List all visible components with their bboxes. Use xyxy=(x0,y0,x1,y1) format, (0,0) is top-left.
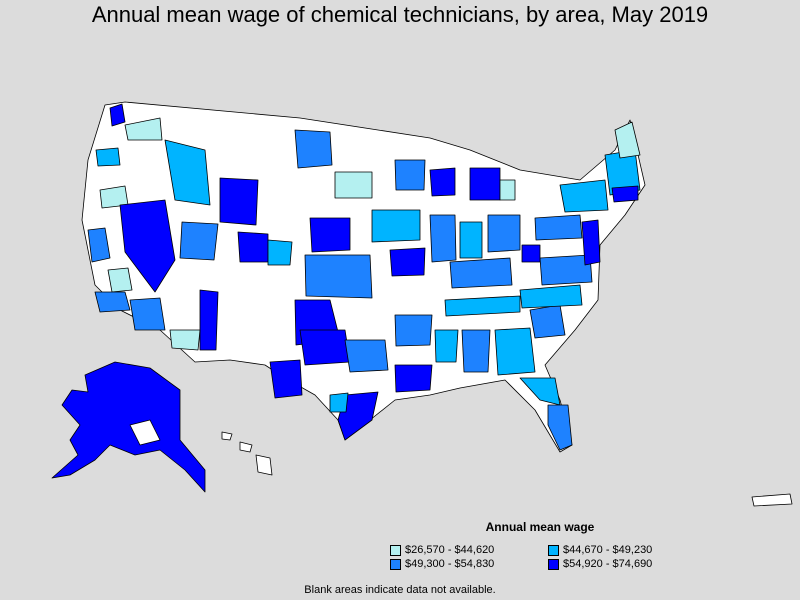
region-ut xyxy=(179,221,219,261)
region-il xyxy=(429,214,457,263)
map-regions xyxy=(51,101,793,507)
region-ga xyxy=(494,327,536,376)
region-tx-4 xyxy=(337,391,379,441)
region-la xyxy=(394,364,433,393)
legend-grid: $26,570 - $44,620 $44,670 - $49,230 $49,… xyxy=(390,544,700,570)
region-in xyxy=(459,221,483,259)
legend-item-2: $44,670 - $49,230 xyxy=(548,544,698,556)
region-al xyxy=(461,329,491,373)
footnote: Blank areas indicate data not available. xyxy=(304,584,496,596)
region-hi-1 xyxy=(221,431,233,441)
region-ca-2 xyxy=(107,267,133,293)
legend-title: Annual mean wage xyxy=(485,520,595,534)
legend-item-1: $26,570 - $44,620 xyxy=(390,544,540,556)
region-fl-2 xyxy=(547,404,573,451)
region-sc xyxy=(529,304,566,339)
region-mi xyxy=(469,167,501,201)
region-nc xyxy=(519,284,583,309)
region-mn xyxy=(394,159,426,191)
region-ny xyxy=(559,179,609,213)
region-wa-2 xyxy=(124,117,163,141)
region-ar xyxy=(394,314,433,347)
legend-label-1: $26,570 - $44,620 xyxy=(405,544,495,556)
region-tx-3 xyxy=(344,339,389,373)
region-az-2 xyxy=(199,289,219,351)
region-mo xyxy=(389,247,426,277)
region-wa-1 xyxy=(109,103,126,127)
legend-item-3: $49,300 - $54,830 xyxy=(390,558,540,570)
region-ky xyxy=(449,257,513,289)
region-ne xyxy=(309,217,351,253)
region-tx-5 xyxy=(329,392,349,413)
region-pa xyxy=(534,214,583,241)
legend-label-2: $44,670 - $49,230 xyxy=(563,544,653,556)
region-mi-2 xyxy=(499,179,516,201)
region-ia xyxy=(371,209,421,243)
region-wa-3 xyxy=(95,147,121,167)
region-ks xyxy=(304,254,373,299)
legend-label-4: $54,920 - $74,690 xyxy=(563,558,653,570)
region-az-3 xyxy=(169,329,201,351)
region-pr xyxy=(751,493,793,507)
region-co-2 xyxy=(267,239,293,266)
legend-swatch-4 xyxy=(548,558,559,570)
region-wy xyxy=(219,177,259,226)
region-az-1 xyxy=(129,297,166,331)
region-tn xyxy=(444,295,521,317)
region-ak-sound xyxy=(129,419,161,446)
region-hi-3 xyxy=(255,454,273,476)
legend-label-3: $49,300 - $54,830 xyxy=(405,558,495,570)
region-va xyxy=(539,254,593,286)
region-wi xyxy=(429,167,456,197)
region-ca-3 xyxy=(94,291,131,313)
region-tx-1 xyxy=(269,359,303,399)
region-me xyxy=(614,121,641,159)
legend-swatch-3 xyxy=(390,558,401,570)
region-mt xyxy=(294,129,333,169)
region-tx-2 xyxy=(299,329,351,366)
region-ca-1 xyxy=(87,227,111,263)
region-id xyxy=(164,139,211,206)
region-oh xyxy=(487,214,521,253)
map-title: Annual mean wage of chemical technicians… xyxy=(91,2,709,27)
region-ak xyxy=(51,361,206,493)
legend: Annual mean wage $26,570 - $44,620 $44,6… xyxy=(380,520,700,570)
region-nv xyxy=(119,199,176,293)
legend-swatch-2 xyxy=(548,544,559,556)
region-ms xyxy=(434,329,459,363)
legend-item-4: $54,920 - $74,690 xyxy=(548,558,698,570)
region-nj-md xyxy=(581,219,601,266)
region-ma xyxy=(611,185,639,203)
region-hi-2 xyxy=(239,441,253,453)
legend-swatch-1 xyxy=(390,544,401,556)
region-co-1 xyxy=(237,231,269,263)
region-wv xyxy=(521,244,541,263)
region-sd xyxy=(334,171,373,199)
